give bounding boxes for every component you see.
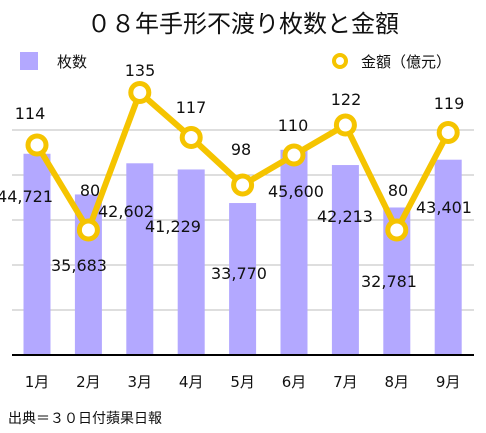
line-label-6: 110 bbox=[278, 116, 309, 135]
bar-label-5: 33,770 bbox=[211, 264, 267, 283]
line-label-9: 119 bbox=[434, 94, 465, 113]
x-tick-label-7: 7月 bbox=[333, 373, 358, 391]
line-label-4: 117 bbox=[176, 98, 207, 117]
line-point-9 bbox=[436, 121, 460, 144]
line-point-6 bbox=[282, 143, 306, 167]
line-point-3 bbox=[128, 81, 152, 104]
line-point-5 bbox=[231, 173, 255, 197]
line-label-1: 114 bbox=[15, 104, 46, 123]
line-data-labels: 114 80 135 117 98 110 122 80 119 bbox=[15, 61, 465, 200]
line-label-7: 122 bbox=[331, 90, 362, 109]
x-tick-label-2: 2月 bbox=[76, 373, 101, 391]
bar-9 bbox=[434, 159, 462, 355]
bar-label-6: 45,600 bbox=[268, 182, 324, 201]
legend-bar-swatch bbox=[20, 52, 38, 70]
line-point-7 bbox=[333, 113, 357, 137]
x-tick-label-4: 4月 bbox=[179, 373, 204, 391]
chart-title: ０８年手形不渡り枚数と金額 bbox=[87, 10, 399, 38]
x-tick-labels: 1月 2月 3月 4月 5月 6月 7月 8月 9月 bbox=[25, 373, 461, 391]
bar-5 bbox=[229, 203, 257, 355]
bar-4 bbox=[177, 169, 205, 355]
bar-label-7: 42,213 bbox=[317, 207, 373, 226]
bar-6 bbox=[280, 149, 308, 355]
line-label-2: 80 bbox=[80, 181, 100, 200]
bar-1 bbox=[23, 153, 51, 355]
bar-label-4: 41,229 bbox=[145, 217, 201, 236]
line-label-8: 80 bbox=[388, 181, 408, 200]
x-tick-label-9: 9月 bbox=[436, 373, 461, 391]
bar-series bbox=[23, 149, 462, 355]
line-label-5: 98 bbox=[231, 140, 251, 159]
bar-label-8: 32,781 bbox=[361, 272, 417, 291]
bar-label-3: 42,602 bbox=[98, 202, 154, 221]
legend-bar-label: 枚数 bbox=[57, 53, 87, 71]
x-tick-label-6: 6月 bbox=[282, 373, 307, 391]
line-label-3: 135 bbox=[125, 61, 156, 80]
x-tick-label-3: 3月 bbox=[128, 373, 153, 391]
x-tick-label-5: 5月 bbox=[230, 373, 255, 391]
legend-line-label: 金額（億元） bbox=[361, 53, 451, 71]
line-point-4 bbox=[179, 126, 203, 149]
bar-label-1: 44,721 bbox=[0, 187, 53, 206]
bar-3 bbox=[126, 163, 154, 355]
line-point-8 bbox=[385, 218, 409, 242]
line-series bbox=[25, 81, 460, 242]
source-note: 出典＝３０日付蘋果日報 bbox=[8, 411, 162, 427]
x-tick-label-8: 8月 bbox=[385, 373, 410, 391]
line-point-2 bbox=[76, 218, 100, 242]
bar-label-9: 43,401 bbox=[416, 198, 472, 217]
line-point-1 bbox=[25, 133, 49, 157]
bar-label-2: 35,683 bbox=[51, 256, 107, 275]
x-tick-label-1: 1月 bbox=[25, 373, 50, 391]
bar-7 bbox=[331, 165, 359, 355]
legend-line-swatch bbox=[332, 53, 348, 69]
